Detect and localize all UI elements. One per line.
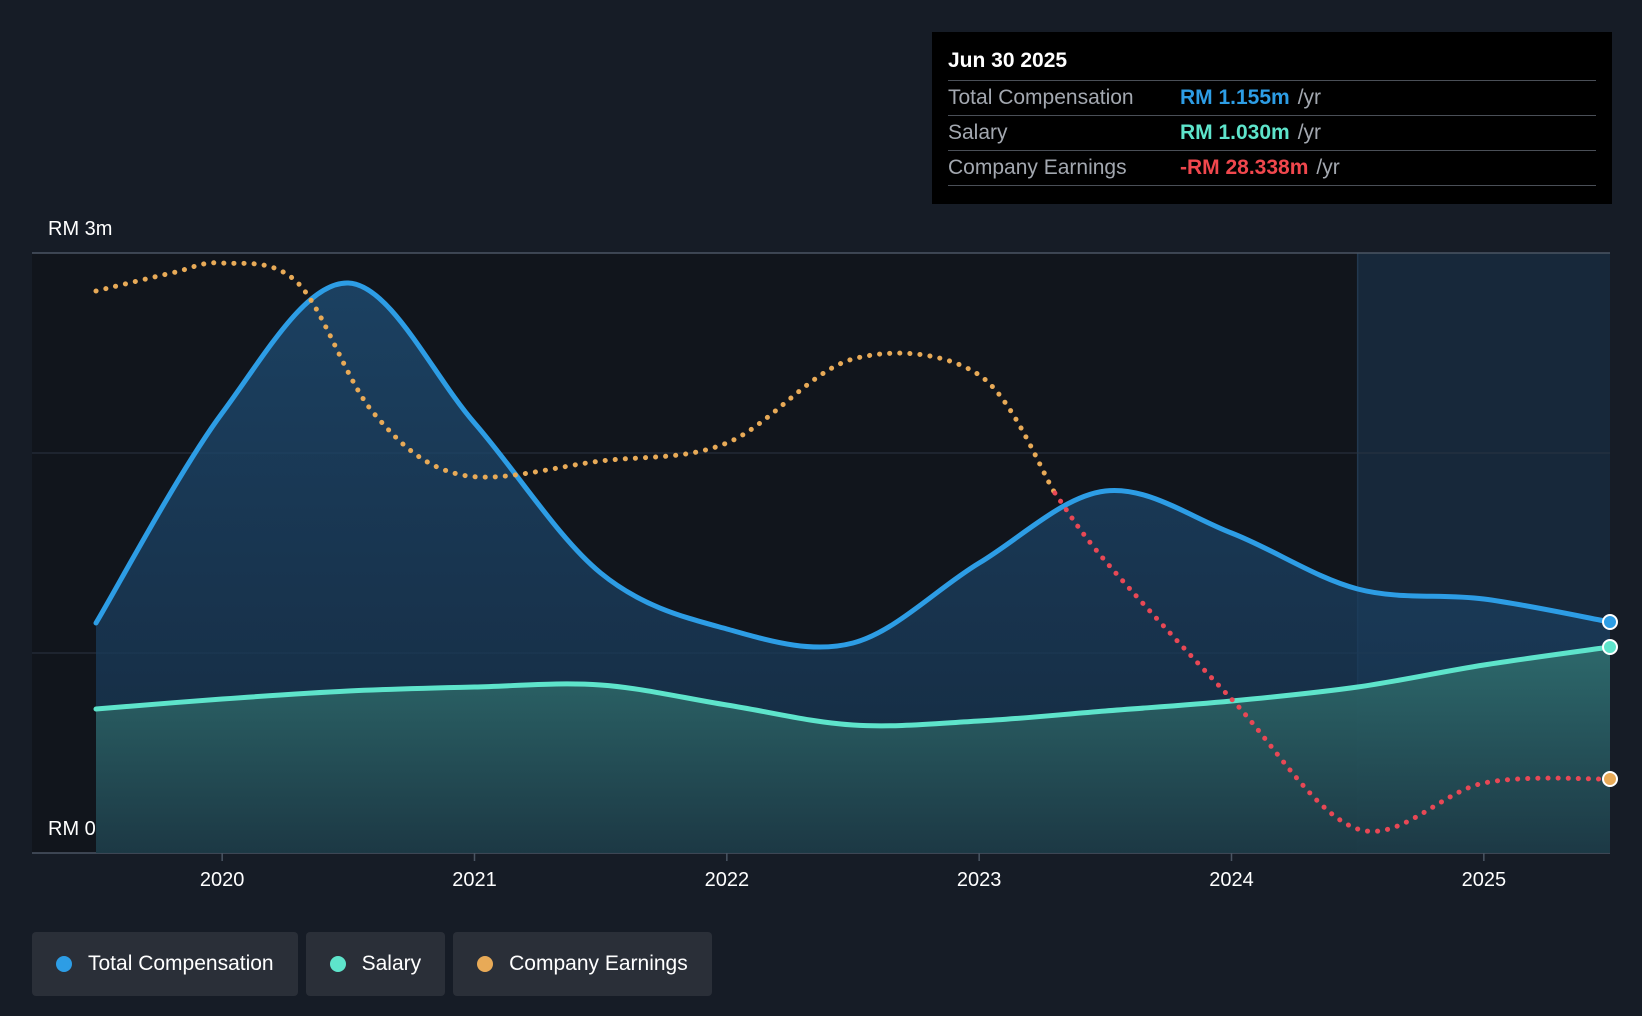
tooltip-value: -RM 28.338m [1180, 156, 1309, 179]
tooltip-label: Salary [948, 121, 1008, 144]
legend-item-total-compensation[interactable]: Total Compensation [32, 932, 298, 996]
legend-dot-icon [329, 956, 346, 972]
legend-dot-icon [56, 956, 72, 972]
company-earnings-line [93, 260, 1058, 496]
x-tick-label: 2020 [200, 869, 245, 891]
tooltip-value: RM 1.030m [1180, 121, 1290, 144]
tooltip-row-total: Total Compensation RM 1.155m /yr [948, 80, 1596, 115]
salary-area [96, 647, 1610, 853]
salary-end-point [1602, 639, 1618, 655]
x-tick-label: 2024 [1209, 869, 1254, 891]
tooltip-row-earnings: Company Earnings -RM 28.338m /yr [948, 150, 1596, 186]
tooltip-date: Jun 30 2025 [948, 49, 1068, 72]
legend: Total Compensation Salary Company Earnin… [32, 932, 712, 996]
x-tick-label: 2023 [957, 869, 1002, 891]
x-tick-label: 2021 [452, 869, 497, 891]
x-tick-label: 2022 [705, 869, 750, 891]
x-tick-label: 2025 [1462, 869, 1507, 891]
tooltip-unit: /yr [1316, 156, 1340, 179]
tooltip-unit: /yr [1297, 121, 1322, 144]
salary-line [93, 644, 1613, 729]
total-compensation-line [93, 280, 1613, 650]
tooltip-label: Company Earnings [948, 156, 1127, 179]
legend-item-company-earnings[interactable]: Company Earnings [453, 932, 712, 996]
tooltip-row-salary: Salary RM 1.030m /yr [948, 115, 1596, 150]
tooltip-value: RM 1.155m [1180, 86, 1290, 109]
legend-label: Total Compensation [88, 952, 274, 975]
tooltip: Jun 30 2025 Total Compensation RM 1.155m… [932, 32, 1612, 204]
tooltip-label: Total Compensation [948, 86, 1134, 109]
legend-item-salary[interactable]: Salary [305, 932, 446, 996]
legend-label: Salary [361, 952, 422, 975]
y-axis-bottom-label: RM 0 [48, 818, 96, 840]
y-axis-top-label: RM 3m [48, 218, 112, 240]
legend-label: Company Earnings [509, 952, 688, 975]
company-earnings-end-point [1602, 771, 1618, 787]
total-compensation-end-point [1602, 614, 1618, 630]
tooltip-unit: /yr [1297, 86, 1322, 109]
legend-dot-icon [477, 956, 494, 972]
